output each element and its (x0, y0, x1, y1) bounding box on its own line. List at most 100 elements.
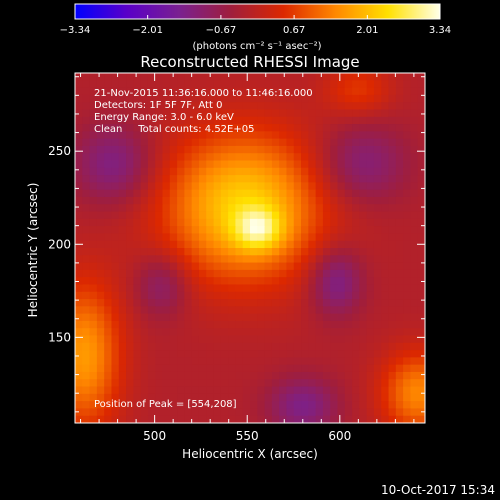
heatmap-cell (279, 284, 287, 293)
heatmap-cell (198, 248, 207, 256)
heatmap-cell (359, 291, 368, 300)
heatmap-cell (366, 306, 375, 315)
heatmap-cell (184, 291, 193, 300)
heatmap-cell (96, 335, 105, 344)
x-tick-label: 550 (236, 429, 259, 443)
heatmap-cell (104, 80, 112, 88)
heatmap-cell (147, 153, 156, 161)
heatmap-cell (257, 328, 265, 336)
heatmap-cell (344, 255, 353, 263)
heatmap-cell (177, 379, 185, 387)
heatmap-cell (184, 299, 193, 307)
heatmap-cell (373, 386, 382, 395)
heatmap-cell (96, 138, 105, 147)
heatmap-cell (118, 73, 127, 81)
heatmap-cell (162, 189, 171, 198)
heatmap-cell (126, 87, 134, 96)
heatmap-cell (213, 386, 222, 395)
heatmap-cell (96, 364, 105, 373)
heatmap-cell (410, 248, 419, 256)
heatmap-cell (242, 145, 251, 154)
heatmap-cell (220, 357, 229, 366)
heatmap-cell (133, 408, 142, 417)
heatmap-cell (133, 415, 142, 424)
heatmap-cell (220, 94, 229, 103)
heatmap-cell (381, 262, 389, 271)
heatmap-cell (235, 255, 244, 263)
heatmap-cell (250, 401, 258, 409)
heatmap-cell (322, 350, 331, 358)
heatmap-cell (308, 189, 317, 198)
heatmap-cell (250, 328, 258, 336)
heatmap-cell (417, 313, 426, 322)
heatmap-cell (213, 335, 222, 344)
heatmap-cell (366, 138, 375, 147)
heatmap-cell (191, 131, 200, 140)
heatmap-cell (82, 160, 90, 169)
heatmap-cell (344, 204, 353, 212)
heatmap-cell (169, 204, 178, 212)
heatmap-cell (250, 153, 258, 161)
heatmap-cell (177, 226, 185, 234)
heatmap-cell (388, 364, 397, 373)
heatmap-cell (155, 364, 163, 373)
heatmap-cell (257, 196, 265, 205)
heatmap-cell (286, 175, 295, 183)
heatmap-cell (250, 182, 258, 191)
heatmap-cell (301, 350, 309, 358)
heatmap-cell (198, 328, 207, 336)
heatmap-cell (96, 73, 105, 81)
heatmap-cell (169, 364, 178, 373)
heatmap-cell (82, 364, 90, 373)
heatmap-cell (82, 313, 90, 322)
heatmap-cell (352, 328, 360, 336)
heatmap-cell (352, 284, 360, 293)
heatmap-cell (301, 218, 309, 227)
heatmap-cell (301, 408, 309, 417)
heatmap-cell (250, 262, 258, 271)
heatmap-cell (75, 328, 83, 336)
heatmap-cell (147, 80, 156, 88)
heatmap-cell (330, 153, 338, 161)
heatmap-cell (147, 291, 156, 300)
heatmap-cell (198, 153, 207, 161)
heatmap-cell (250, 80, 258, 88)
heatmap-cell (111, 291, 120, 300)
heatmap-cell (395, 226, 404, 234)
heatmap-cell (308, 138, 317, 147)
heatmap-cell (352, 175, 360, 183)
heatmap-cell (293, 167, 302, 176)
heatmap-cell (220, 175, 229, 183)
heatmap-cell (337, 73, 346, 81)
heatmap-cell (133, 116, 142, 125)
heatmap-cell (220, 262, 229, 271)
heatmap-cell (177, 350, 185, 358)
heatmap-cell (286, 328, 295, 336)
heatmap-cell (213, 109, 222, 118)
heatmap-cell (213, 211, 222, 220)
heatmap-cell (169, 357, 178, 366)
heatmap-cell (184, 284, 193, 293)
heatmap-cell (352, 226, 360, 234)
heatmap-cell (206, 350, 214, 358)
heatmap-cell (118, 240, 127, 249)
heatmap-cell (118, 277, 127, 285)
heatmap-cell (191, 116, 200, 125)
heatmap-cell (242, 153, 251, 161)
heatmap-cell (235, 306, 244, 315)
heatmap-cell (206, 401, 214, 409)
heatmap-cell (75, 233, 83, 242)
heatmap-cell (198, 124, 207, 132)
heatmap-cell (264, 189, 273, 198)
heatmap-cell (286, 342, 295, 351)
heatmap-cell (417, 124, 426, 132)
heatmap-cell (366, 196, 375, 205)
heatmap-cell (330, 306, 338, 315)
heatmap-cell (315, 371, 324, 380)
heatmap-cell (177, 386, 185, 395)
heatmap-cell (301, 87, 309, 96)
heatmap-cell (155, 196, 163, 205)
heatmap-cell (147, 138, 156, 147)
heatmap-cell (242, 364, 251, 373)
heatmap-cell (133, 167, 142, 176)
